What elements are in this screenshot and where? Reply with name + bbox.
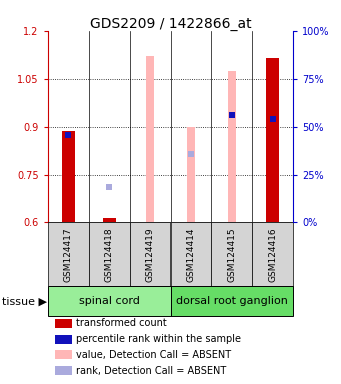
Bar <box>103 218 116 222</box>
Bar <box>55 350 72 359</box>
Bar <box>130 222 170 286</box>
Bar <box>228 71 236 222</box>
Bar <box>170 222 211 286</box>
Text: tissue ▶: tissue ▶ <box>2 296 47 306</box>
Bar <box>55 319 72 328</box>
Bar <box>146 56 154 222</box>
Bar <box>48 286 170 316</box>
Text: GSM124416: GSM124416 <box>268 227 277 282</box>
Bar <box>55 335 72 344</box>
Bar <box>55 366 72 375</box>
Text: percentile rank within the sample: percentile rank within the sample <box>76 334 241 344</box>
Bar <box>211 222 252 286</box>
Text: GSM124414: GSM124414 <box>187 227 195 282</box>
Bar <box>105 218 113 222</box>
Text: spinal cord: spinal cord <box>79 296 139 306</box>
Text: GSM124417: GSM124417 <box>64 227 73 282</box>
Text: GSM124418: GSM124418 <box>105 227 114 282</box>
Bar <box>89 222 130 286</box>
Bar <box>62 131 75 222</box>
Bar <box>252 222 293 286</box>
Title: GDS2209 / 1422866_at: GDS2209 / 1422866_at <box>90 17 251 31</box>
Bar <box>170 286 293 316</box>
Text: value, Detection Call = ABSENT: value, Detection Call = ABSENT <box>76 349 231 359</box>
Bar <box>48 222 89 286</box>
Text: GSM124415: GSM124415 <box>227 227 236 282</box>
Bar <box>266 58 279 222</box>
Text: rank, Detection Call = ABSENT: rank, Detection Call = ABSENT <box>76 366 226 376</box>
Bar <box>187 127 195 222</box>
Text: dorsal root ganglion: dorsal root ganglion <box>176 296 288 306</box>
Text: transformed count: transformed count <box>76 318 166 328</box>
Text: GSM124419: GSM124419 <box>146 227 154 282</box>
